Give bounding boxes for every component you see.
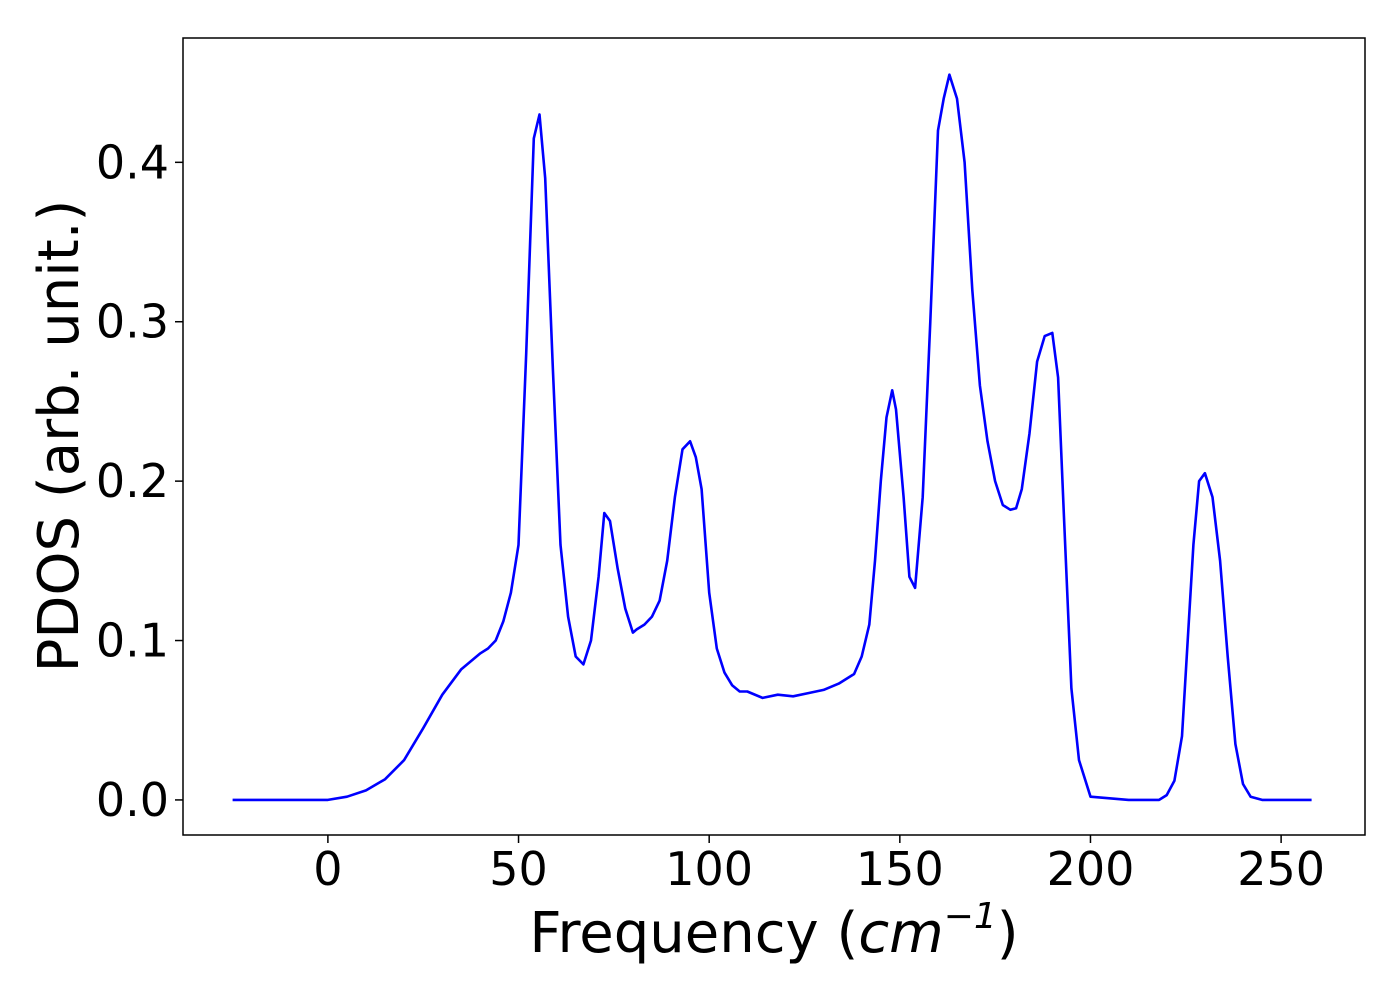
y-tick-label: 0.3: [96, 295, 169, 349]
x-tick-label: 200: [1047, 842, 1135, 896]
y-tick-label: 0.2: [96, 454, 169, 508]
x-axis-label: Frequency (cm−1): [529, 896, 1018, 966]
x-tick-label: 0: [313, 842, 342, 896]
x-axis-ticks: 0 50 100 150 200 250: [313, 835, 1325, 896]
y-tick-label: 0.0: [96, 773, 169, 827]
x-tick-label: 50: [489, 842, 548, 896]
series-line-pdos: [232, 73, 1312, 802]
y-axis-ticks: 0.0 0.1 0.2 0.3 0.4: [96, 135, 183, 827]
x-tick-label: 250: [1237, 842, 1325, 896]
plot-frame: [182, 37, 1366, 836]
x-tick-label: 100: [665, 842, 753, 896]
y-tick-label: 0.1: [96, 614, 169, 668]
y-axis-label: PDOS (arb. unit.): [27, 200, 92, 673]
x-tick-label: 150: [856, 842, 944, 896]
y-tick-label: 0.4: [96, 135, 169, 189]
